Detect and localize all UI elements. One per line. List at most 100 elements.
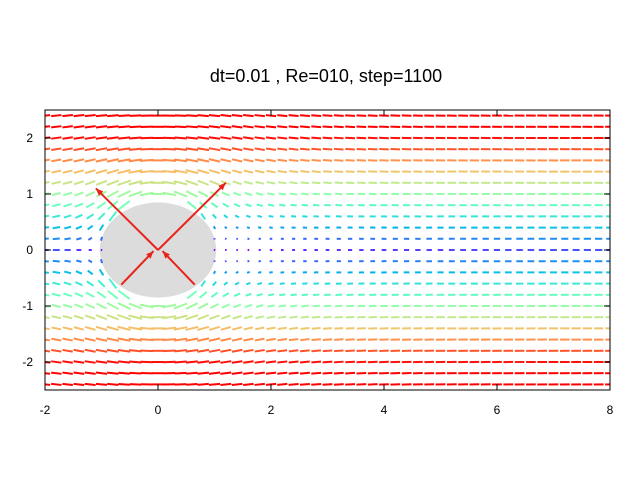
- velocity-vector: [51, 169, 62, 174]
- velocity-vector: [222, 202, 230, 208]
- velocity-vector: [254, 114, 265, 118]
- velocity-vector: [185, 190, 199, 198]
- velocity-vector: [128, 169, 143, 174]
- velocity-vector: [73, 158, 85, 163]
- velocity-vector: [299, 114, 310, 117]
- velocity-vector: [277, 136, 288, 140]
- velocity-vector: [51, 337, 62, 342]
- velocity-vector: [300, 315, 310, 319]
- velocity-vector: [212, 270, 217, 275]
- velocity-vector: [288, 360, 299, 364]
- velocity-vector: [73, 169, 85, 174]
- velocity-vector: [197, 169, 210, 175]
- velocity-vector: [106, 168, 120, 175]
- velocity-vector: [210, 202, 219, 209]
- velocity-vector: [99, 236, 104, 241]
- velocity-vector: [84, 114, 96, 118]
- velocity-vector: [186, 114, 198, 117]
- velocity-vector: [266, 326, 276, 331]
- velocity-vector: [74, 213, 83, 219]
- velocity-vector: [128, 349, 142, 353]
- velocity-vector: [174, 360, 187, 364]
- velocity-vector: [231, 348, 243, 353]
- velocity-vector: [84, 314, 96, 320]
- velocity-vector: [95, 136, 108, 140]
- velocity-vector: [243, 125, 254, 129]
- velocity-vector: [197, 371, 210, 375]
- velocity-vector: [311, 338, 321, 342]
- velocity-vector: [74, 191, 84, 197]
- velocity-vector: [220, 314, 231, 320]
- velocity-vector: [299, 371, 310, 375]
- velocity-vector: [234, 214, 240, 219]
- velocity-vector: [231, 147, 243, 152]
- velocity-vector: [231, 382, 243, 386]
- velocity-vector: [186, 383, 198, 386]
- velocity-vector: [73, 348, 85, 353]
- velocity-vector: [129, 360, 142, 364]
- velocity-vector: [52, 214, 61, 219]
- velocity-vector: [62, 136, 73, 140]
- velocity-vector: [128, 326, 143, 331]
- velocity-vector: [265, 349, 277, 353]
- force-arrow: [161, 250, 196, 286]
- velocity-vector: [45, 271, 50, 274]
- velocity-vector: [128, 314, 143, 320]
- velocity-vector: [243, 371, 254, 375]
- velocity-vector: [106, 302, 119, 310]
- velocity-vector: [74, 202, 84, 208]
- velocity-vector: [63, 292, 72, 298]
- velocity-vector: [117, 169, 131, 175]
- velocity-vector: [311, 170, 321, 173]
- velocity-vector: [106, 371, 119, 375]
- velocity-vector: [51, 125, 62, 129]
- velocity-vector: [290, 293, 297, 297]
- velocity-vector: [76, 237, 82, 241]
- velocity-vector: [322, 360, 333, 364]
- velocity-vector: [73, 360, 85, 364]
- velocity-vector: [95, 325, 108, 331]
- velocity-vector: [224, 270, 228, 275]
- velocity-vector: [84, 169, 96, 175]
- velocity-vector: [254, 147, 265, 151]
- velocity-vector: [300, 181, 310, 185]
- plot-area: [45, 114, 610, 386]
- velocity-vector: [51, 147, 62, 151]
- velocity-vector: [197, 360, 210, 364]
- velocity-vector: [208, 147, 221, 152]
- velocity-vector: [173, 314, 188, 320]
- velocity-vector: [128, 180, 143, 186]
- velocity-vector: [117, 190, 131, 198]
- velocity-vector: [73, 326, 85, 331]
- velocity-vector: [74, 303, 84, 309]
- velocity-vector: [246, 214, 251, 219]
- velocity-vector: [97, 279, 106, 288]
- velocity-vector: [254, 382, 265, 386]
- velocity-vector: [257, 271, 262, 274]
- velocity-vector: [208, 114, 221, 118]
- velocity-vector: [73, 314, 84, 320]
- velocity-vector: [266, 169, 276, 174]
- velocity-vector: [220, 125, 232, 129]
- velocity-vector: [128, 302, 143, 310]
- velocity-vector: [197, 158, 210, 163]
- velocity-vector: [84, 325, 96, 331]
- velocity-vector: [254, 158, 265, 163]
- velocity-vector: [73, 125, 85, 129]
- velocity-vector: [197, 314, 210, 321]
- velocity-vector: [267, 192, 275, 196]
- velocity-vector: [84, 136, 96, 140]
- velocity-vector: [185, 337, 199, 342]
- velocity-vector: [254, 349, 265, 353]
- velocity-vector: [322, 114, 333, 117]
- velocity-vector: [245, 203, 252, 208]
- velocity-vector: [323, 327, 332, 330]
- velocity-vector: [211, 280, 218, 287]
- velocity-vector: [117, 325, 131, 331]
- velocity-vector: [185, 125, 198, 129]
- velocity-vector: [51, 304, 61, 308]
- velocity-vector: [232, 314, 242, 320]
- velocity-vector: [288, 125, 299, 129]
- velocity-vector: [235, 226, 239, 230]
- velocity-vector: [311, 158, 321, 162]
